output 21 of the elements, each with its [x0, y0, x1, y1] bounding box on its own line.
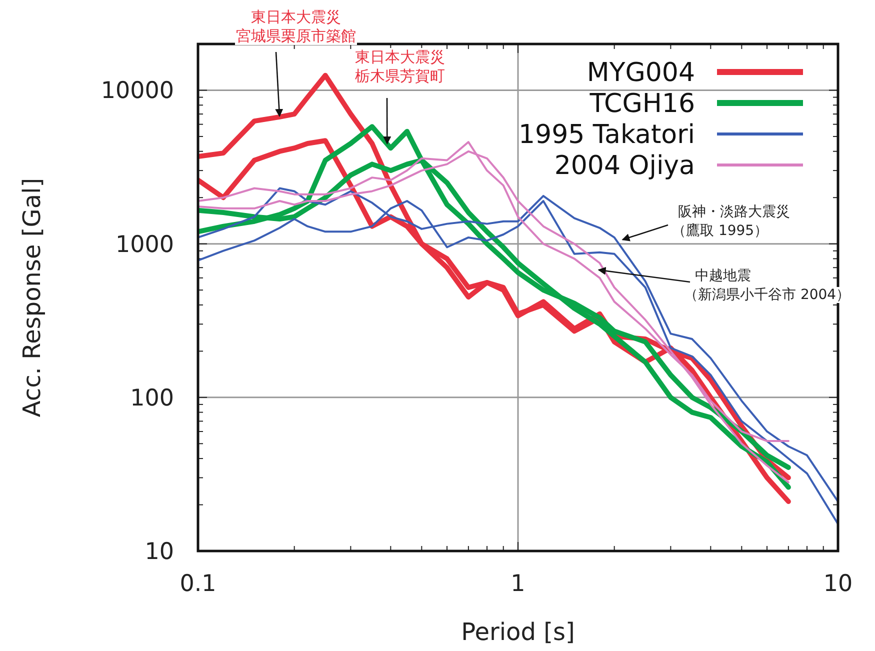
legend-label: MYG004	[586, 58, 695, 88]
y-axis-title: Acc. Response [Gal]	[18, 178, 46, 418]
annotation: 宮城県栗原市築館	[236, 27, 356, 45]
legend-label: 1995 Takatori	[518, 120, 695, 150]
text: 東日本大震災	[251, 8, 341, 26]
x-tick-label: 10	[823, 571, 853, 597]
annotation: 栃木県芳賀町	[355, 67, 445, 85]
legend-label: 2004 Ojiya	[554, 151, 695, 181]
y-tick-label: 1000	[115, 232, 174, 258]
annotation: （新潟県小千谷市 2004）	[684, 287, 850, 303]
y-tick-label: 100	[130, 385, 174, 412]
annotation: 東日本大震災	[355, 48, 445, 66]
x-tick-label: 1	[510, 571, 526, 597]
annotation: 中越地震	[695, 268, 751, 284]
y-tick-label: 10	[144, 539, 174, 565]
legend-label: TCGH16	[588, 89, 695, 119]
annotation: 阪神・淡路大震災	[678, 204, 790, 220]
y-tick-label: 10000	[100, 78, 174, 104]
x-tick-label: 0.1	[180, 571, 216, 597]
x-axis-title: Period [s]	[461, 618, 575, 646]
annotation: （鷹取 1995）	[672, 223, 768, 239]
